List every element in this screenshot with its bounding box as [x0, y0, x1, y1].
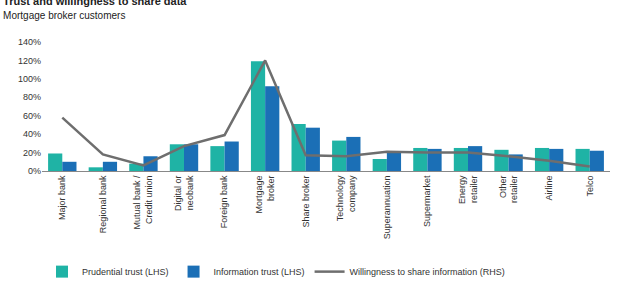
- svg-text:Foreign bank: Foreign bank: [219, 175, 229, 228]
- svg-text:Mutual bank /Credit union: Mutual bank /Credit union: [133, 175, 155, 230]
- svg-text:Digital orneobank: Digital orneobank: [173, 175, 195, 211]
- svg-text:100%: 100%: [18, 74, 41, 84]
- svg-text:Major bank: Major bank: [57, 175, 67, 220]
- svg-text:Regional bank: Regional bank: [98, 175, 108, 233]
- svg-text:Otherretailer: Otherretailer: [498, 176, 520, 204]
- svg-text:Mortgagebroker: Mortgagebroker: [254, 176, 276, 214]
- svg-text:Energyretailer: Energyretailer: [457, 175, 479, 204]
- svg-text:Information trust (LHS): Information trust (LHS): [214, 267, 305, 277]
- svg-text:Airline: Airline: [544, 176, 554, 201]
- svg-text:Supermarket: Supermarket: [422, 175, 432, 227]
- svg-text:Superannuation: Superannuation: [382, 176, 392, 240]
- svg-text:Willingness to share informati: Willingness to share information (RHS): [350, 267, 505, 277]
- svg-text:120%: 120%: [18, 56, 41, 66]
- svg-text:40%: 40%: [23, 129, 41, 139]
- svg-text:140%: 140%: [18, 37, 41, 47]
- svg-text:20%: 20%: [23, 148, 41, 158]
- svg-text:60%: 60%: [23, 111, 41, 121]
- svg-text:80%: 80%: [23, 92, 41, 102]
- svg-text:Share broker: Share broker: [301, 176, 311, 228]
- svg-text:0%: 0%: [28, 166, 41, 176]
- svg-text:Prudential trust (LHS): Prudential trust (LHS): [82, 267, 169, 277]
- svg-text:Trust and willingness to share: Trust and willingness to share dataMortg…: [3, 0, 187, 21]
- svg-text:Telco: Telco: [585, 176, 595, 197]
- svg-text:Technologycompany: Technologycompany: [335, 175, 357, 221]
